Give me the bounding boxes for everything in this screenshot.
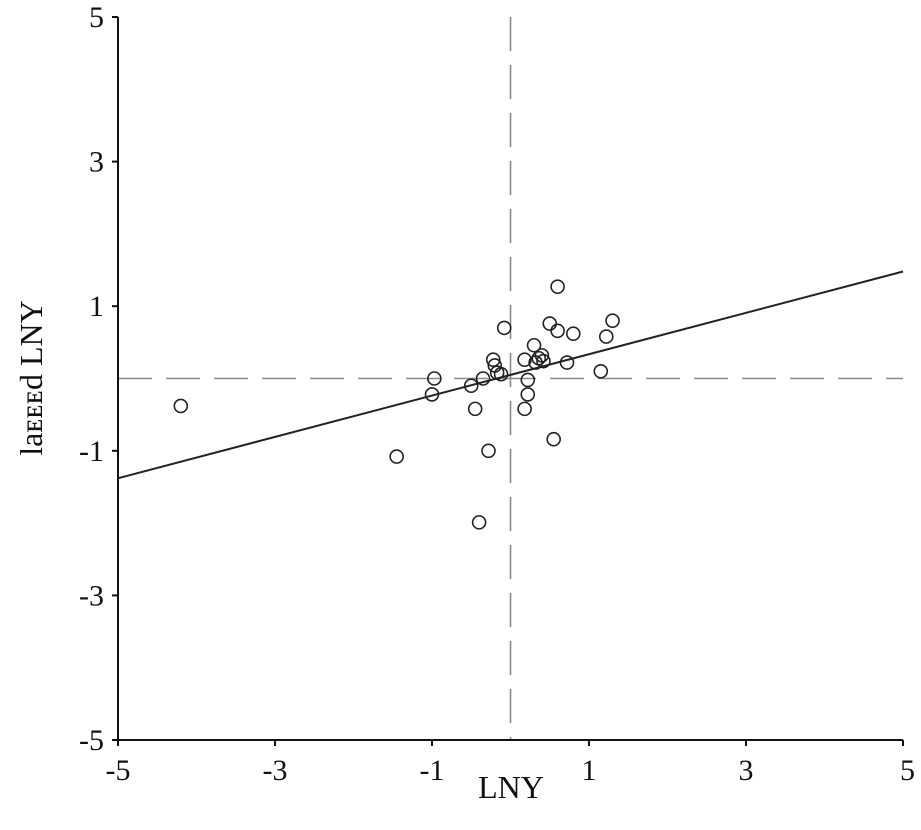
data-point <box>593 363 609 379</box>
y-tick-label: 5 <box>89 1 104 34</box>
fit-line <box>117 270 904 480</box>
data-point <box>550 279 565 294</box>
data-point <box>496 320 512 336</box>
x-tick-label: -5 <box>106 754 131 787</box>
data-point <box>534 348 550 363</box>
data-points <box>173 279 620 530</box>
data-point <box>493 366 509 382</box>
tick-labels: -5 -3 -1 1 3 5 -5 -3 -1 1 3 5 <box>79 1 915 787</box>
x-axis-label: LNY <box>478 769 544 805</box>
data-point <box>463 378 479 394</box>
data-point <box>481 443 496 459</box>
data-point <box>520 387 536 402</box>
data-point <box>520 372 536 388</box>
data-point <box>389 449 404 464</box>
data-point <box>605 313 620 328</box>
data-point <box>517 401 532 417</box>
y-tick-label: 3 <box>89 146 104 179</box>
data-point <box>173 398 189 414</box>
fit-line-group <box>117 270 904 480</box>
y-tick-label: -1 <box>79 435 104 468</box>
x-tick-label: 1 <box>582 754 597 787</box>
data-point <box>471 515 487 530</box>
data-point <box>427 371 442 386</box>
data-point <box>550 323 565 339</box>
data-point <box>526 337 542 353</box>
reference-lines <box>118 17 903 740</box>
data-point <box>475 371 491 386</box>
data-point <box>536 353 551 369</box>
data-point <box>517 352 532 368</box>
x-tick-label: -3 <box>263 754 288 787</box>
x-tick-label: 3 <box>739 754 754 787</box>
y-tick-label: -5 <box>79 724 104 757</box>
x-tick-label: -1 <box>420 754 445 787</box>
data-point <box>467 401 483 417</box>
data-point <box>542 316 558 331</box>
axes <box>112 16 904 746</box>
data-point <box>565 326 581 341</box>
y-axis-label: laᴇᴇᴇd LNY <box>13 300 49 456</box>
y-tick-label: -3 <box>79 579 104 612</box>
data-point <box>598 329 614 344</box>
data-point <box>485 352 501 368</box>
data-point <box>424 387 440 402</box>
data-point <box>546 431 561 447</box>
x-tick-label: 5 <box>900 754 915 787</box>
y-tick-label: 1 <box>89 290 104 323</box>
data-point <box>559 355 575 370</box>
data-point <box>531 350 547 366</box>
